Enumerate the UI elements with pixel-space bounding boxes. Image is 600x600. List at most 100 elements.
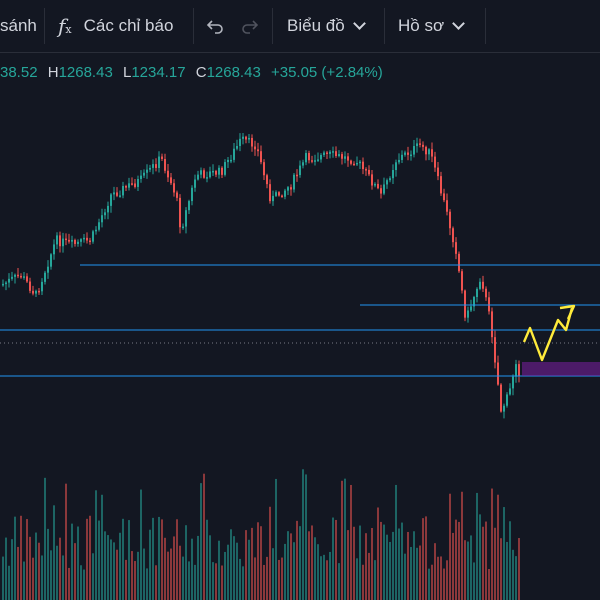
volume-bar	[17, 546, 19, 600]
candle-body	[35, 290, 37, 294]
candle-body	[458, 253, 460, 272]
candle-body	[110, 194, 112, 206]
candle-body	[77, 241, 79, 244]
candle-body	[170, 177, 172, 184]
volume-bar	[98, 520, 100, 600]
compare-button[interactable]: sánh	[0, 0, 37, 52]
candle-body	[515, 364, 517, 377]
candle-body	[284, 190, 286, 197]
candle-body	[86, 237, 88, 241]
candle-body	[209, 171, 211, 178]
volume-bar	[353, 526, 355, 600]
candle-body	[293, 174, 295, 190]
volume-bar	[365, 533, 367, 600]
close-key: C	[195, 64, 207, 81]
volume-bar	[374, 560, 376, 600]
volume-bar	[386, 534, 388, 600]
volume-bar	[275, 478, 277, 600]
volume-bar	[59, 537, 61, 600]
volume-bar	[194, 564, 196, 600]
candle-body	[362, 161, 364, 170]
candle-body	[242, 136, 244, 139]
candle-body	[494, 337, 496, 363]
candle-body	[359, 161, 361, 164]
candle-body	[272, 195, 274, 202]
candle-body	[14, 274, 16, 277]
chart-type-label: Biểu đồ	[287, 16, 345, 35]
candle-body	[428, 149, 430, 155]
candle-body	[503, 405, 505, 412]
volume-bar	[47, 528, 49, 600]
candle-body	[203, 170, 205, 178]
volume-bar	[227, 544, 229, 600]
candle-body	[116, 192, 118, 196]
volume-bar	[14, 516, 16, 600]
volume-bar	[176, 519, 178, 600]
volume-bar	[404, 553, 406, 600]
volume-bar	[200, 483, 202, 600]
candle-body	[233, 148, 235, 160]
undo-button[interactable]	[205, 0, 225, 52]
candle-body	[68, 239, 70, 242]
volume-bar	[29, 536, 31, 600]
volume-bar	[179, 545, 181, 600]
candle-body	[227, 159, 229, 163]
volume-bar	[110, 539, 112, 600]
candle-body	[281, 195, 283, 198]
chevron-down-icon	[352, 17, 366, 30]
candle-body	[344, 156, 346, 159]
candle-body	[383, 184, 385, 194]
volume-bar	[443, 568, 445, 600]
volume-bar	[482, 526, 484, 600]
candle-body	[248, 137, 250, 140]
candle-body	[485, 288, 487, 298]
volume-bar	[476, 492, 478, 600]
volume-bar	[155, 565, 157, 600]
projection-arrow[interactable]	[522, 307, 574, 362]
ohlc-legend: 38.52 H1268.43 L1234.17 C1268.43 +35.05 …	[0, 64, 383, 84]
volume-bar	[479, 514, 481, 600]
zone-rectangle[interactable]	[522, 362, 600, 376]
candle-body	[371, 174, 373, 186]
candle-body	[437, 167, 439, 177]
volume-bar	[491, 488, 493, 600]
volume-bar	[188, 561, 190, 600]
volume-bar	[455, 519, 457, 600]
candle-body	[17, 274, 19, 277]
candle-body	[287, 187, 289, 191]
candle-body	[461, 271, 463, 291]
candle-body	[29, 281, 31, 291]
volume-bar	[356, 558, 358, 600]
redo-button[interactable]	[240, 0, 260, 52]
volume-bar	[485, 521, 487, 600]
redo-icon	[242, 20, 259, 34]
volume-bar	[11, 539, 13, 600]
profile-dropdown[interactable]: Hồ sơ	[398, 0, 465, 52]
candle-body	[329, 151, 331, 154]
volume-bar	[122, 518, 124, 600]
price-chart[interactable]	[0, 52, 600, 600]
candle-body	[140, 175, 142, 180]
volume-bar	[20, 515, 22, 600]
candle-body	[62, 238, 64, 247]
candle-body	[335, 151, 337, 157]
volume-bar	[284, 543, 286, 600]
volume-bar	[119, 532, 121, 600]
candle-body	[260, 151, 262, 163]
volume-bar	[197, 535, 199, 600]
candle-body	[230, 159, 232, 162]
candle-body	[206, 177, 208, 179]
candle-body	[365, 169, 367, 171]
volume-bar	[125, 559, 127, 600]
volume-bar	[143, 548, 145, 600]
candle-body	[50, 254, 52, 267]
change-value: +35.05 (+2.84%)	[270, 64, 383, 81]
candle-body	[101, 215, 103, 223]
chart-type-dropdown[interactable]: Biểu đồ	[287, 0, 366, 52]
indicators-button[interactable]: fx Các chỉ báo	[58, 0, 173, 52]
candle-body	[500, 384, 502, 412]
volume-bar	[410, 546, 412, 600]
candle-body	[152, 164, 154, 168]
volume-bar	[218, 540, 220, 600]
candle-body	[491, 311, 493, 338]
